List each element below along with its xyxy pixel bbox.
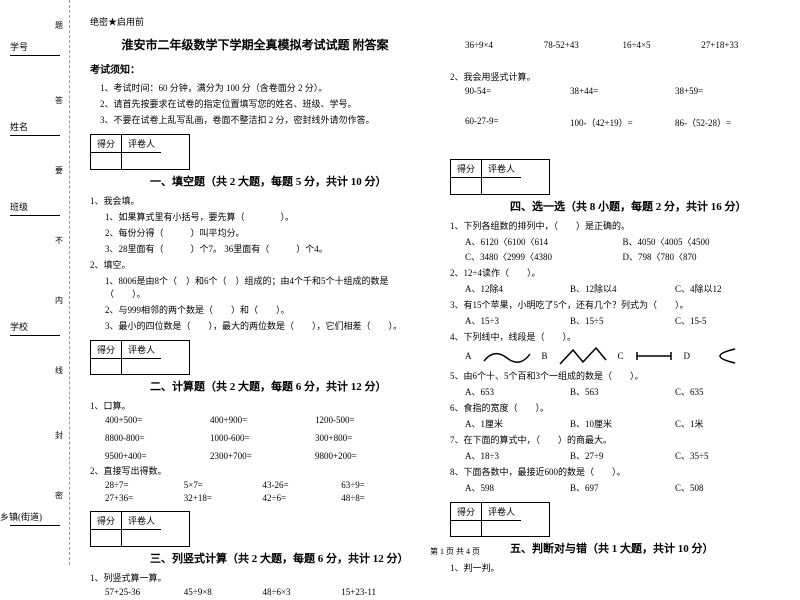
fold-char: 内 (55, 295, 63, 306)
wavy-line-icon (482, 346, 532, 366)
section-4-title: 四、选一选（共 8 小题，每题 2 分，共计 16 分） (510, 198, 780, 214)
score-box: 得分评卷人 (450, 159, 550, 195)
q10-head: 3、有15个苹果，小明吃了5个，还有几个？列式为（ ）。 (450, 298, 780, 311)
secret-label: 绝密★启用前 (90, 15, 420, 28)
q16-head: 1、判一判。 (450, 561, 780, 574)
q3-head: 1、口算。 (90, 399, 420, 412)
margin-label-town: 乡镇(街道) (0, 510, 42, 523)
q14-head: 7、在下面的算式中，（ ）的商最大。 (450, 433, 780, 446)
right-column: 36÷9×478-52+4316÷4×527+18+33 2、我会用竖式计算。 … (450, 15, 780, 600)
section-2-title: 二、计算题（共 2 大题，每题 6 分，共计 12 分） (150, 378, 420, 394)
q2-b: 2、与999相邻的两个数是（ ）和（ ）。 (90, 303, 420, 316)
eq-row: 36÷9×478-52+4316÷4×527+18+33 (450, 40, 780, 50)
fold-char: 线 (55, 365, 63, 376)
left-column: 绝密★启用前 淮安市二年级数学下学期全真模拟考试试题 附答案 考试须知： 1、考… (90, 15, 420, 600)
page-footer: 第 1 页 共 4 页 (90, 546, 800, 557)
notice-item: 2、请首先按要求在试卷的指定位置填写您的姓名、班级、学号。 (90, 97, 420, 110)
town-line (10, 525, 60, 526)
name-line (10, 135, 60, 136)
class-line (10, 215, 60, 216)
margin-label-id: 学号 (10, 40, 28, 53)
id-line (10, 55, 60, 56)
eq-row: 400+500=400+900=1200-500= (90, 415, 420, 425)
q2-c: 3、最小的四位数是（ ），最大的两位数是（ ），它们相差（ ）。 (90, 319, 420, 332)
eq-row: 60-27-9=100-（42+19）=86-（52-28）= (450, 116, 780, 129)
notice-item: 3、不要在试卷上乱写乱画，卷面不整洁扣 2 分，密封线外请勿作答。 (90, 113, 420, 126)
line-choices: A B C D (450, 346, 780, 366)
section-1-title: 一、填空题（共 2 大题，每题 5 分，共计 10 分） (150, 173, 420, 189)
exam-title: 淮安市二年级数学下学期全真模拟考试试题 附答案 (90, 36, 420, 53)
q4-head: 2、直接写出得数。 (90, 464, 420, 477)
score-box: 得分评卷人 (90, 511, 190, 547)
eq-row: 27+36=32+18=42÷6=48÷8= (90, 493, 420, 503)
score-header: 得分 (91, 135, 122, 153)
fold-char: 密 (55, 490, 63, 501)
eq-row: 8800-800=1000-600=300+800= (90, 433, 420, 443)
q15-head: 8、下面各数中，最接近600的数是（ ）。 (450, 465, 780, 478)
segment-line-icon (634, 346, 674, 366)
arc-line-icon (700, 346, 740, 366)
fold-char: 题 (55, 20, 63, 31)
score-blank (91, 153, 122, 169)
q8-head: 1、下列各组数的排列中，（ ）是正确的。 (450, 219, 780, 232)
margin-label-class: 班级 (10, 200, 28, 213)
score-box: 得分评卷人 (450, 502, 550, 538)
fold-char: 封 (55, 430, 63, 441)
score-box: 得分评卷人 (90, 134, 190, 170)
marker-header: 评卷人 (122, 135, 162, 153)
zigzag-line-icon (558, 346, 608, 366)
q1-c: 3、28里面有（ ）个7。 36里面有（ ）个4。 (90, 242, 420, 255)
fold-char: 要 (55, 165, 63, 176)
eq-row: 90-54=38+44=38+59= (450, 86, 780, 96)
margin-label-school: 学校 (10, 320, 28, 333)
q9-head: 2、12÷4读作（ ）。 (450, 266, 780, 279)
q1-b: 2、每份分得（ ）叫平均分。 (90, 226, 420, 239)
q5-head: 1、列竖式算一算。 (90, 571, 420, 584)
school-line (10, 335, 60, 336)
marker-blank (122, 153, 162, 169)
notice-heading: 考试须知： (90, 61, 420, 76)
eq-row: 9500+400=2300+700=9800+200= (90, 451, 420, 461)
q13-head: 6、食指的宽度（ ）。 (450, 401, 780, 414)
fold-char: 答 (55, 95, 63, 106)
q1-a: 1、如果算式里有小括号，要先算（ ）。 (90, 210, 420, 223)
binding-margin: 题 学号 答 姓名 要 班级 不 内 学校 线 封 密 乡镇(街道) (0, 0, 70, 565)
fold-char: 不 (55, 235, 63, 246)
q7-head: 2、我会用竖式计算。 (450, 70, 780, 83)
score-box: 得分评卷人 (90, 340, 190, 376)
q11-head: 4、下列线中，线段是（ ）。 (450, 330, 780, 343)
q12-head: 5、由6个十、5个百和3个一组成的数是（ ）。 (450, 369, 780, 382)
notice-item: 1、考试时间：60 分钟，满分为 100 分（含卷面分 2 分）。 (90, 81, 420, 94)
q2-a: 1、8006是由8个（ ）和6个（ ）组成的；由4个千和5个十组成的数是（ ）。 (90, 274, 420, 300)
margin-label-name: 姓名 (10, 120, 28, 133)
eq-row: 57+25-3645÷9×848÷6×315+23-11 (90, 587, 420, 597)
eq-row: 28÷7=5×7=43-26=63÷9= (90, 480, 420, 490)
main-content: 绝密★启用前 淮安市二年级数学下学期全真模拟考试试题 附答案 考试须知： 1、考… (70, 0, 800, 565)
q2-head: 2、填空。 (90, 258, 420, 271)
q1-head: 1、我会填。 (90, 194, 420, 207)
